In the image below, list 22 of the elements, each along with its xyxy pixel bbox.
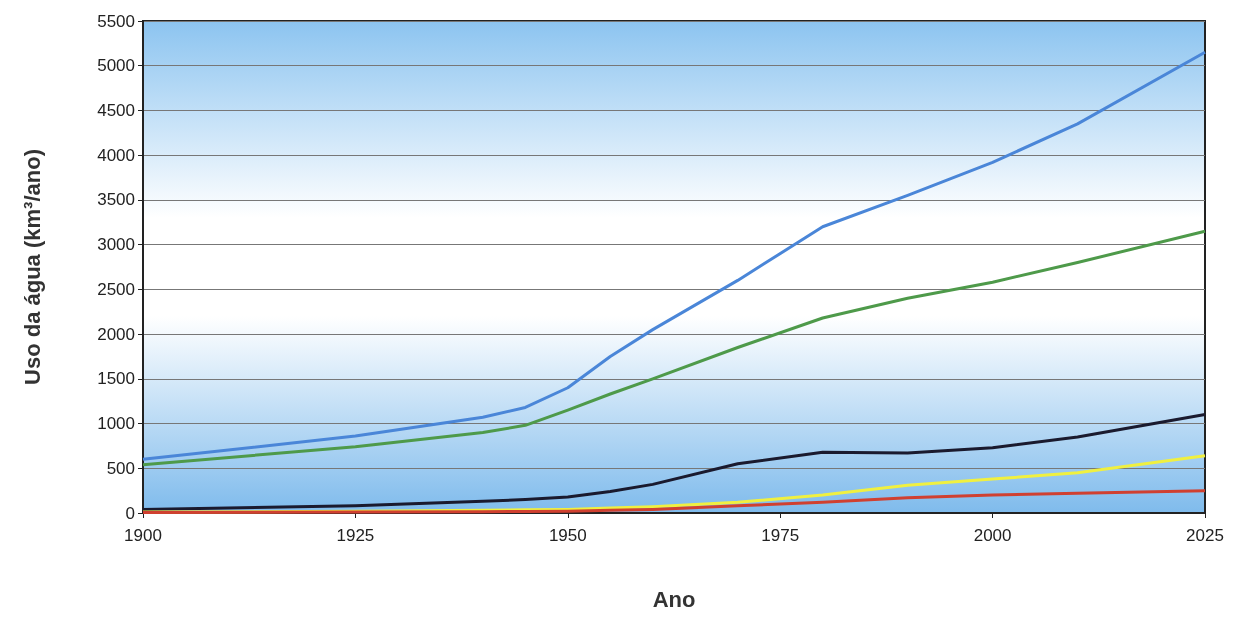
x-tick-label: 1975 bbox=[761, 526, 800, 545]
line-series bbox=[141, 229, 1207, 467]
y-tick-label: 500 bbox=[106, 458, 135, 478]
y-tick-label: 1500 bbox=[97, 369, 135, 389]
x-tick-label: 2025 bbox=[1186, 526, 1224, 545]
x-tick-label: 2000 bbox=[973, 526, 1012, 545]
y-tick-label: 0 bbox=[125, 503, 135, 523]
x-tick-label: 1900 bbox=[124, 526, 162, 545]
y-tick-label: 3500 bbox=[97, 190, 135, 210]
y-axis-title: Uso da água (km³/ano) bbox=[19, 149, 45, 385]
x-tick-label: 1950 bbox=[548, 526, 587, 545]
y-tick-label: 4500 bbox=[97, 100, 135, 120]
y-tick-label: 5500 bbox=[97, 11, 135, 31]
y-tick-label: 4000 bbox=[97, 145, 135, 165]
y-tick-label: 5000 bbox=[97, 56, 135, 76]
line-series bbox=[141, 50, 1207, 461]
x-tick-label: 1925 bbox=[336, 526, 375, 545]
x-axis-title: Ano bbox=[652, 586, 696, 612]
y-tick-label: 1000 bbox=[97, 414, 135, 434]
y-tick-label: 3000 bbox=[97, 235, 135, 255]
y-tick-label: 2000 bbox=[97, 324, 135, 344]
y-tick-label: 2500 bbox=[97, 279, 135, 299]
